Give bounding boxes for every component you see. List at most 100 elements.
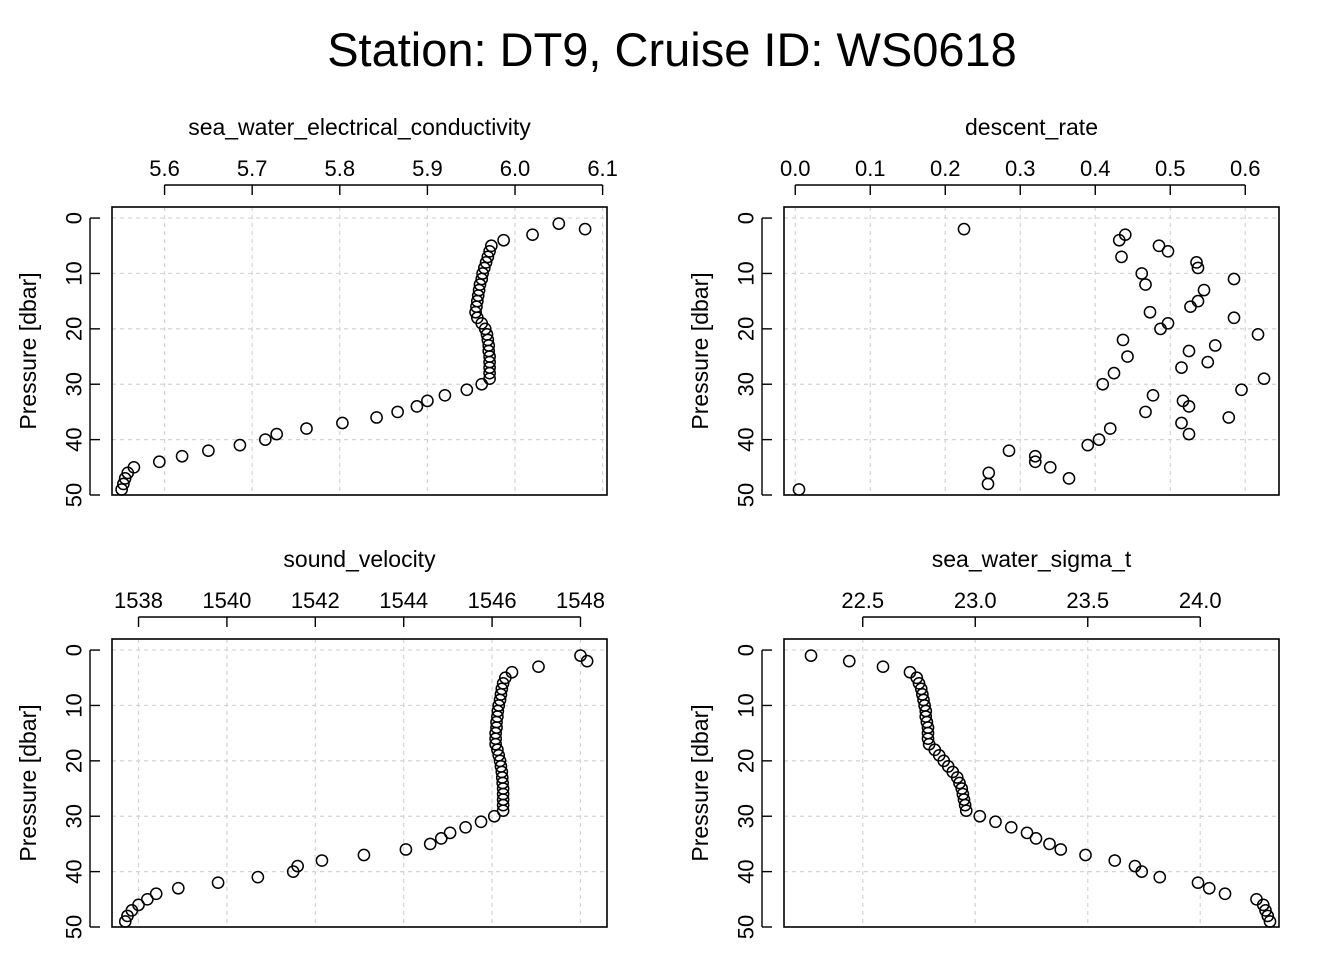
data-point <box>475 377 489 391</box>
data-point <box>1261 909 1275 923</box>
data-point <box>1154 322 1167 336</box>
data-point <box>202 444 215 458</box>
y-tick-label: 0 <box>734 644 759 656</box>
x-tick-label: 1538 <box>114 588 163 613</box>
data-point <box>391 405 404 419</box>
data-point <box>1146 388 1160 402</box>
data-point <box>300 422 313 435</box>
data-point <box>1182 427 1196 441</box>
data-point <box>1112 233 1126 247</box>
data-point <box>1222 411 1236 424</box>
data-point <box>152 455 166 469</box>
x-tick-label: 1540 <box>202 588 251 613</box>
data-point <box>370 411 383 424</box>
data-point <box>804 649 818 662</box>
data-point <box>1103 422 1117 435</box>
data-point <box>1081 438 1095 452</box>
data-point <box>1107 366 1121 380</box>
data-point <box>1020 826 1034 840</box>
data-point <box>1028 449 1042 463</box>
data-point <box>526 228 539 242</box>
x-tick-label: 6.0 <box>500 156 531 181</box>
data-point <box>171 881 185 895</box>
data-point <box>876 660 890 674</box>
x-tick-label: 24.0 <box>1179 588 1222 613</box>
data-point <box>1175 416 1188 430</box>
data-point <box>485 239 498 253</box>
y-tick-label: 50 <box>734 915 759 939</box>
data-point <box>578 222 592 236</box>
x-tick-label: 0.5 <box>1155 156 1186 181</box>
figure-title: Station: DT9, Cruise ID: WS0618 <box>327 23 1017 76</box>
data-point <box>1227 311 1241 325</box>
x-tick-label: 1548 <box>556 588 605 613</box>
x-tick-label: 5.7 <box>237 156 268 181</box>
data-point <box>1175 361 1188 374</box>
panel-sound-velocity: 1538 1540 1542 1544 1546 1548 0 10 20 30 40 50 sound… <box>15 546 608 939</box>
data-point <box>496 798 510 812</box>
panel-conductivity: 5.6 5.7 5.8 5.9 6.0 6.1 0 10 20 30 40 50 sea_water_e… <box>15 114 618 507</box>
data-point <box>211 876 225 890</box>
data-point <box>981 477 995 491</box>
data-point <box>1028 455 1042 469</box>
y-tick-label: 30 <box>734 804 759 828</box>
x-tick-label: 0.0 <box>780 156 811 181</box>
data-point <box>443 826 457 840</box>
y-tick-label: 30 <box>734 372 759 396</box>
data-point <box>175 449 189 463</box>
data-point <box>1251 328 1265 341</box>
y-tick-label: 10 <box>62 693 87 717</box>
data-point <box>1143 305 1157 319</box>
data-point <box>1139 405 1152 419</box>
x-tick-label: 23.5 <box>1066 588 1109 613</box>
x-tick-label: 0.2 <box>930 156 961 181</box>
x-tick-label: 22.5 <box>841 588 884 613</box>
data-point <box>1115 250 1128 264</box>
data-point <box>792 483 806 496</box>
data-point <box>315 854 329 867</box>
data-point <box>1043 837 1056 851</box>
plot-frame <box>783 206 1280 496</box>
data-point <box>957 222 971 236</box>
data-point <box>989 815 1002 829</box>
panel-descent-rate: 0.0 0.1 0.2 0.3 0.4 0.5 0.6 0 10 20 30 40 50 descent_… <box>687 114 1280 507</box>
x-tick-label: 0.1 <box>855 156 886 181</box>
data-point <box>496 804 510 818</box>
panel-title: sound_velocity <box>283 546 436 572</box>
y-tick-label: 40 <box>62 427 87 451</box>
data-point <box>552 217 566 230</box>
data-point <box>1208 339 1222 352</box>
y-tick-label: 50 <box>734 483 759 507</box>
data-point <box>469 305 482 319</box>
data-point <box>1079 848 1092 862</box>
data-point <box>910 671 924 685</box>
data-point <box>410 400 424 413</box>
data-point <box>481 250 495 264</box>
y-tick-label: 50 <box>62 915 87 939</box>
y-axis-label: Pressure [dbar] <box>15 272 41 429</box>
data-point <box>1135 865 1149 878</box>
data-point <box>357 848 371 862</box>
data-point <box>1191 876 1205 890</box>
data-point <box>1190 256 1203 269</box>
data-point <box>336 416 349 430</box>
y-tick-label: 40 <box>734 859 759 883</box>
y-tick-label: 30 <box>62 372 87 396</box>
y-tick-label: 20 <box>62 317 87 341</box>
plot-frame <box>111 206 608 496</box>
x-tick-label: 0.6 <box>1230 156 1261 181</box>
data-point <box>1004 820 1018 834</box>
data-point <box>421 394 434 408</box>
y-tick-label: 20 <box>734 749 759 773</box>
data-point <box>286 865 300 878</box>
y-tick-label: 10 <box>62 261 87 285</box>
data-point <box>1191 294 1205 308</box>
data-point <box>950 771 964 784</box>
x-tick-label: 23.0 <box>954 588 997 613</box>
data-point <box>1263 915 1277 928</box>
panel-title: sea_water_sigma_t <box>932 546 1132 572</box>
data-point <box>118 472 132 485</box>
data-point <box>1202 881 1216 895</box>
data-point <box>1256 898 1270 912</box>
x-tick-label: 5.9 <box>412 156 443 181</box>
